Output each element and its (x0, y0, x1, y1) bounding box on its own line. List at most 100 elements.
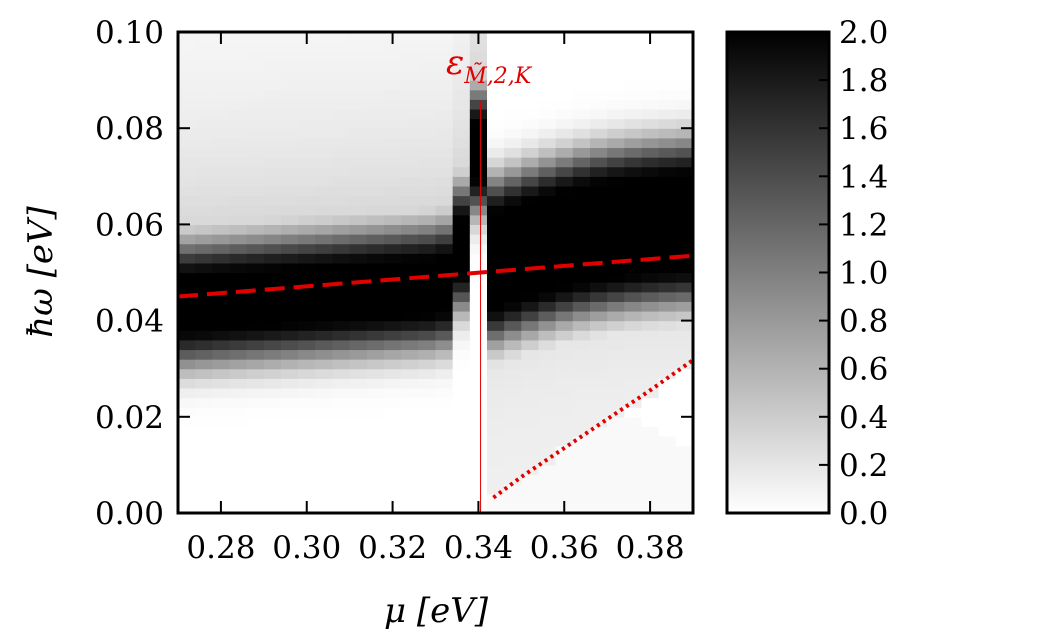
heatmap-cell (298, 291, 316, 302)
heatmap-cell (212, 426, 231, 437)
y-tick-label: 0.10 (95, 15, 164, 51)
heatmap-cell (487, 484, 505, 495)
y-tick-label: 0.08 (95, 111, 164, 147)
heatmap-cell (452, 51, 471, 62)
heatmap-cell (521, 195, 540, 206)
heatmap-cell (366, 320, 385, 331)
heatmap-cell (418, 205, 437, 216)
heatmap-cell (384, 262, 402, 274)
heatmap-cell (332, 320, 351, 331)
heatmap-cell (658, 205, 677, 216)
heatmap-cell (178, 272, 196, 283)
heatmap-cell (281, 176, 299, 187)
heatmap-cell (349, 407, 368, 418)
heatmap-cell (452, 60, 471, 72)
heatmap-cell (607, 330, 625, 341)
heatmap-cell (384, 108, 402, 120)
heatmap-cell (332, 185, 351, 197)
heatmap-cell (212, 301, 231, 312)
heatmap-cell (607, 99, 625, 110)
heatmap-cell (212, 378, 231, 389)
heatmap-cell (504, 445, 522, 456)
heatmap-cell (332, 349, 351, 360)
heatmap-cell (538, 359, 557, 370)
dotted-continuum-edge (492, 358, 695, 500)
heatmap-cell (435, 493, 454, 504)
heatmap-cell (641, 426, 660, 437)
heatmap-cell (572, 320, 591, 331)
heatmap-cell (641, 234, 660, 245)
heatmap-cell (366, 474, 385, 485)
heatmap-cell (384, 436, 402, 447)
heatmap-cell (418, 503, 437, 513)
heatmap-cell (555, 166, 574, 177)
heatmap-cell (607, 224, 625, 235)
heatmap-cell (315, 80, 334, 91)
heatmap-cell (195, 253, 213, 264)
heatmap-cell (641, 464, 660, 476)
x-tick-label: 0.28 (186, 530, 255, 566)
heatmap-cell (298, 108, 316, 120)
heatmap-cell (641, 166, 660, 177)
heatmap-cell (675, 282, 693, 293)
heatmap-cell (607, 368, 625, 379)
heatmap-cell (298, 41, 316, 52)
heatmap-cell (366, 349, 385, 360)
heatmap-cell (401, 70, 419, 81)
heatmap-cell (195, 445, 213, 456)
heatmap-cell (452, 397, 471, 408)
heatmap-cell (332, 128, 351, 139)
heatmap-cell (384, 407, 402, 418)
heatmap-cell (263, 185, 282, 197)
heatmap-cell (332, 359, 351, 370)
heatmap-cell (624, 243, 643, 254)
colorbar-tick-label: 0.4 (839, 400, 888, 436)
heatmap-cell (435, 118, 454, 129)
heatmap-cell (675, 224, 693, 235)
heatmap-cell (435, 436, 454, 447)
heatmap-cell (607, 253, 625, 264)
heatmap-cell (401, 339, 419, 351)
heatmap-cell (555, 339, 574, 351)
colorbar-tick-label: 1.8 (839, 63, 888, 99)
heatmap-cell (246, 51, 265, 62)
heatmap-cell (349, 426, 368, 437)
heatmap-cell (332, 214, 351, 225)
heatmap-cell (178, 118, 196, 129)
heatmap-cell (487, 291, 505, 302)
heatmap-cell (366, 282, 385, 293)
heatmap-cell (435, 464, 454, 476)
heatmap-cell (675, 80, 693, 91)
heatmap-cell (246, 41, 265, 52)
heatmap-cell (384, 330, 402, 341)
heatmap-cell (246, 253, 265, 264)
heatmap-cell (263, 118, 282, 129)
heatmap-cell (263, 32, 282, 43)
heatmap-cell (624, 407, 643, 418)
heatmap-cell (487, 397, 505, 408)
heatmap-cell (590, 474, 608, 485)
heatmap-cell (572, 291, 591, 302)
heatmap-cell (675, 291, 693, 302)
heatmap-cell (195, 387, 213, 399)
heatmap-cell (349, 234, 368, 245)
heatmap-cell (641, 455, 660, 466)
heatmap-cell (418, 493, 437, 504)
heatmap-cell (401, 378, 419, 389)
heatmap-cell (452, 272, 471, 283)
heatmap-cell (487, 234, 505, 245)
colorbar-tick-label: 1.2 (839, 207, 888, 243)
heatmap-cell (281, 455, 299, 466)
heatmap-cell (246, 359, 265, 370)
heatmap-cell (641, 493, 660, 504)
heatmap-cell (246, 291, 265, 302)
heatmap-cell (263, 349, 282, 360)
heatmap-cell (263, 234, 282, 245)
heatmap-cell (521, 291, 540, 302)
heatmap-cell (246, 416, 265, 428)
heatmap-cell (212, 99, 231, 110)
heatmap-cell (452, 214, 471, 225)
heatmap-cell (624, 137, 643, 149)
heatmap-cell (521, 349, 540, 360)
heatmap-cell (332, 51, 351, 62)
